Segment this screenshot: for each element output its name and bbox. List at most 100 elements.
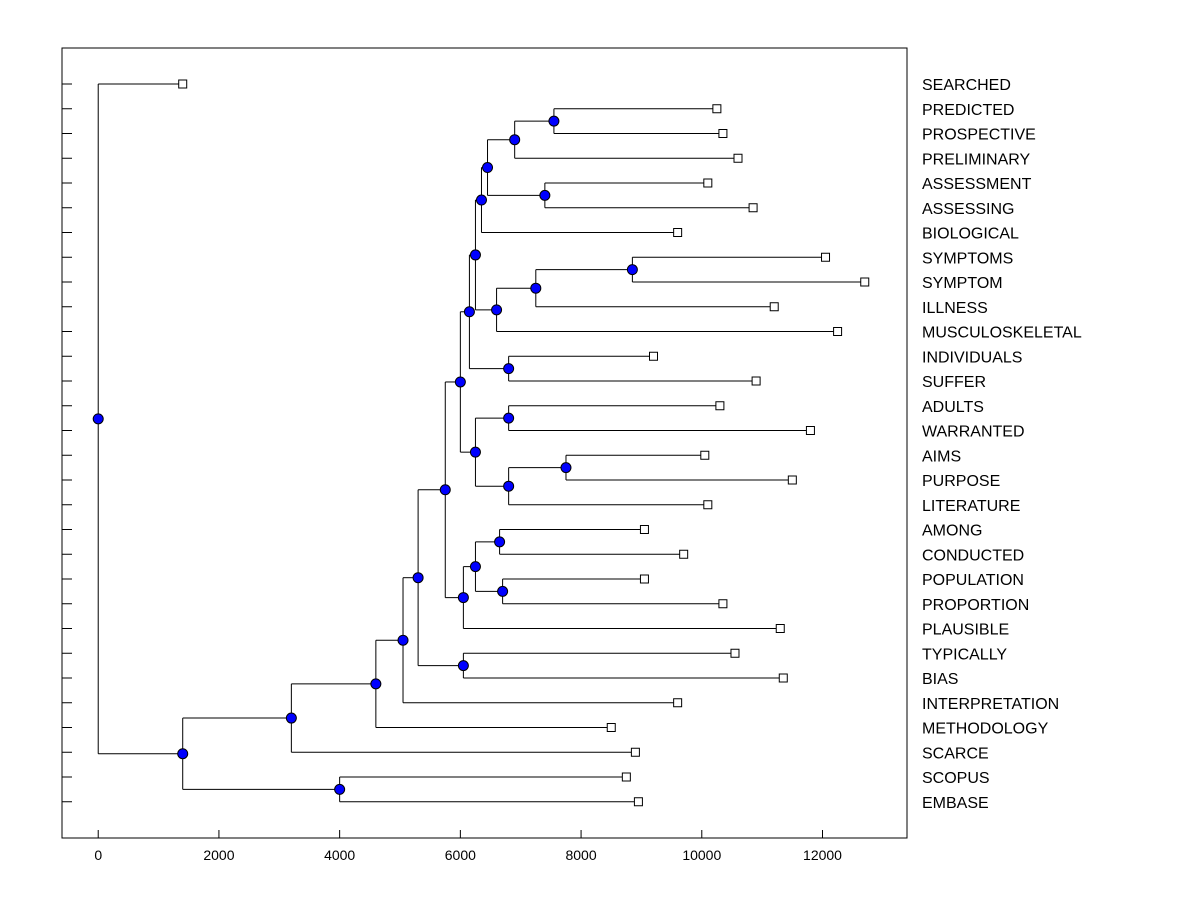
merge-node-n10	[503, 363, 515, 375]
merge-node-n1	[548, 115, 560, 127]
merge-node-n2	[509, 134, 521, 146]
leaf-marker-embase	[633, 797, 643, 807]
merge-node-n17	[494, 536, 506, 548]
merge-node-n12	[503, 412, 515, 424]
leaf-marker-illness	[769, 302, 779, 312]
leaf-label-bias: BIAS	[922, 671, 958, 688]
leaf-label-prospective: PROSPECTIVE	[922, 127, 1036, 144]
merge-node-n5	[475, 194, 487, 206]
leaf-label-searched: SEARCHED	[922, 77, 1011, 94]
x-tick-label-2000: 2000	[203, 847, 234, 863]
leaf-label-conducted: CONDUCTED	[922, 547, 1024, 564]
leaf-label-population: POPULATION	[922, 572, 1024, 589]
branch-lines	[97, 83, 865, 803]
leaf-label-warranted: WARRANTED	[922, 424, 1025, 441]
merge-node-n7	[530, 282, 542, 294]
merge-node-n26	[285, 712, 297, 724]
leaf-marker-plausible	[775, 624, 785, 633]
leaf-marker-bias	[778, 673, 788, 683]
leaf-label-embase: EMBASE	[922, 795, 989, 812]
merge-node-n23	[412, 572, 424, 584]
leaf-label-biological: BIOLOGICAL	[922, 226, 1019, 243]
merge-node-n22	[457, 660, 469, 672]
leaf-marker-aims	[700, 450, 710, 460]
leaf-label-individuals: INDIVIDUALS	[922, 349, 1022, 366]
x-tick-label-10000: 10000	[682, 847, 721, 863]
leaf-label-assessment: ASSESSMENT	[922, 176, 1032, 193]
leaf-label-musculoskeletal: MUSCULOSKELETAL	[922, 325, 1082, 342]
leaf-markers	[178, 79, 870, 807]
merge-node-n25	[370, 678, 382, 690]
leaf-label-assessing: ASSESSING	[922, 201, 1014, 218]
merge-node-n6	[626, 264, 638, 276]
leaf-marker-purpose	[787, 475, 797, 485]
leaf-marker-adults	[715, 401, 725, 411]
leaf-marker-scopus	[621, 772, 631, 782]
leaf-label-aims: AIMS	[922, 448, 961, 465]
merge-node-n16	[454, 376, 466, 388]
merge-node-n4	[482, 162, 494, 174]
leaf-marker-warranted	[805, 426, 815, 435]
leaf-label-interpretation: INTERPRETATION	[922, 696, 1059, 713]
merge-node-n18	[497, 585, 509, 597]
leaf-marker-population	[639, 574, 649, 584]
leaf-marker-interpretation	[673, 698, 683, 708]
merge-node-n15	[469, 446, 481, 458]
leaf-marker-scarce	[630, 747, 640, 757]
leaf-marker-typically	[730, 648, 740, 658]
leaf-label-literature: LITERATURE	[922, 498, 1020, 515]
x-axis-ticks: 0 2000 4000 6000 8000 10000 12000	[94, 830, 842, 863]
leaf-label-scarce: SCARCE	[922, 745, 989, 762]
leaf-marker-methodology	[606, 723, 616, 732]
leaf-marker-predicted	[712, 104, 722, 114]
leaf-marker-literature	[703, 500, 713, 510]
x-tick-label-12000: 12000	[803, 847, 842, 863]
leaf-label-preliminary: PRELIMINARY	[922, 151, 1031, 168]
leaf-marker-suffer	[751, 376, 761, 386]
merge-node-n24	[397, 634, 409, 646]
leaf-labels: SEARCHED PREDICTED PROSPECTIVE PRELIMINARY A…	[922, 77, 1082, 812]
leaf-marker-among	[639, 525, 649, 534]
merge-node-n3	[539, 189, 551, 201]
leaf-marker-conducted	[679, 549, 689, 559]
leaf-label-scopus: SCOPUS	[922, 770, 990, 787]
merge-node-n21	[439, 484, 451, 496]
leaf-label-typically: TYPICALLY	[922, 646, 1007, 663]
merge-node-n27	[334, 783, 346, 795]
leaf-label-adults: ADULTS	[922, 399, 984, 416]
merge-node-n28	[177, 748, 189, 760]
leaf-label-suffer: SUFFER	[922, 374, 986, 391]
merge-node-n8	[491, 304, 503, 316]
x-tick-label-4000: 4000	[324, 847, 355, 863]
merge-node-n9	[469, 249, 481, 261]
leaf-marker-symptom	[860, 277, 870, 287]
leaf-marker-searched	[178, 79, 188, 89]
merge-node-n13	[560, 462, 572, 474]
leaf-marker-proportion	[718, 599, 728, 609]
x-tick-label-6000: 6000	[445, 847, 476, 863]
leaf-label-plausible: PLAUSIBLE	[922, 622, 1009, 639]
merge-node-n29	[92, 413, 104, 425]
leaf-marker-musculoskeletal	[833, 327, 843, 336]
y-axis-ticks	[62, 83, 72, 803]
leaf-label-purpose: PURPOSE	[922, 473, 1000, 490]
merge-node-n20	[457, 592, 469, 604]
leaf-label-symptom: SYMPTOM	[922, 275, 1003, 292]
leaf-label-proportion: PROPORTION	[922, 597, 1029, 614]
leaf-marker-biological	[673, 228, 683, 237]
leaf-marker-individuals	[649, 351, 658, 361]
merge-node-n11	[463, 306, 475, 318]
leaf-label-predicted: PREDICTED	[922, 102, 1014, 119]
merge-node-n19	[469, 561, 481, 573]
leaf-marker-symptoms	[821, 252, 831, 262]
node-markers	[92, 115, 638, 795]
leaf-marker-assessment	[703, 178, 713, 188]
leaf-label-among: AMONG	[922, 523, 982, 540]
leaf-label-illness: ILLNESS	[922, 300, 988, 317]
leaf-label-methodology: METHODOLOGY	[922, 721, 1049, 738]
leaf-marker-preliminary	[733, 153, 743, 163]
merge-node-n14	[503, 480, 515, 492]
leaf-marker-assessing	[748, 203, 758, 213]
leaf-marker-prospective	[718, 129, 728, 138]
